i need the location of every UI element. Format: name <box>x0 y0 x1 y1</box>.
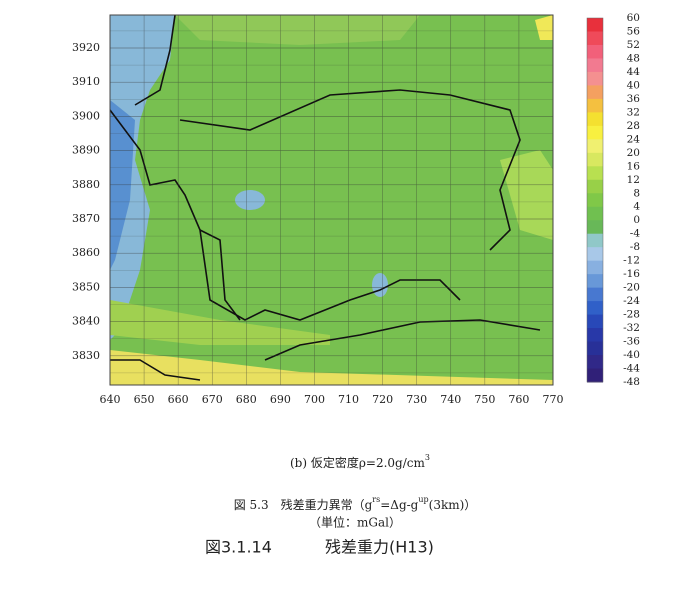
colorbar-label: -4 <box>630 228 641 240</box>
colorbar-label: 0 <box>633 214 640 226</box>
y-tick-label: 3850 <box>72 280 100 293</box>
colorbar-label: -16 <box>623 268 640 280</box>
colorbar-band <box>587 314 603 329</box>
x-tick-label: 700 <box>304 393 325 406</box>
y-tick-label: 3860 <box>72 246 100 259</box>
colorbar-band <box>587 44 603 59</box>
colorbar-band <box>587 274 603 289</box>
y-tick-label: 3880 <box>72 178 100 191</box>
colorbar-label: -12 <box>623 255 640 267</box>
colorbar-band <box>587 139 603 154</box>
colorbar-band <box>587 355 603 370</box>
colorbar-band <box>587 341 603 356</box>
colorbar-band <box>587 152 603 167</box>
y-tick-label: 3840 <box>72 315 100 328</box>
x-tick-label: 710 <box>338 393 359 406</box>
colorbar-band <box>587 179 603 194</box>
colorbar-label: 44 <box>627 66 641 78</box>
colorbar-band <box>587 247 603 262</box>
colorbar-label: -48 <box>623 376 640 388</box>
figure-caption: 図 5.3 残差重力異常（grs=Δg-gup(3km)） <box>234 495 477 512</box>
colorbar-band <box>587 125 603 140</box>
colorbar-label: 40 <box>627 79 640 91</box>
colorbar-band <box>587 85 603 100</box>
colorbar-label: 4 <box>633 201 640 213</box>
x-tick-label: 740 <box>440 393 461 406</box>
colorbar-band <box>587 98 603 113</box>
x-tick-label: 690 <box>270 393 291 406</box>
figure-number: 図3.1.14 <box>205 538 272 557</box>
colorbar-label: 48 <box>627 52 640 64</box>
x-tick-label: 660 <box>168 393 189 406</box>
y-tick-label: 3830 <box>72 349 100 362</box>
gravity-map <box>110 15 553 385</box>
colorbar-band <box>587 220 603 235</box>
subcaption: (b) 仮定密度ρ=2.0g/cm3 <box>290 453 430 470</box>
x-tick-label: 730 <box>406 393 427 406</box>
colorbar-label: -24 <box>623 295 640 307</box>
colorbar-label: -36 <box>623 336 640 348</box>
colorbar-label: 60 <box>627 12 640 24</box>
colorbar-band <box>587 260 603 275</box>
colorbar-band <box>587 287 603 302</box>
y-tick-label: 3890 <box>72 144 100 157</box>
colorbar-frame <box>586 17 604 383</box>
y-tick-label: 3910 <box>72 75 100 88</box>
colorbar-band <box>587 233 603 248</box>
y-tick-label: 3870 <box>72 212 100 225</box>
colorbar-label: 56 <box>627 25 641 37</box>
colorbar-label: 32 <box>627 106 640 118</box>
colorbar-label: 28 <box>627 120 640 132</box>
colorbar-label: -20 <box>623 282 640 294</box>
colorbar-label: 52 <box>627 39 640 51</box>
colorbar-label: 8 <box>633 187 640 199</box>
colorbar-band <box>587 71 603 86</box>
colorbar-label: 16 <box>627 160 641 172</box>
colorbar-label: -44 <box>623 363 640 375</box>
x-tick-label: 680 <box>236 393 257 406</box>
colorbar-band <box>587 368 603 383</box>
colorbar-band <box>587 328 603 343</box>
colorbar-band <box>587 58 603 73</box>
x-tick-label: 770 <box>543 393 564 406</box>
colorbar-label: 20 <box>627 147 640 159</box>
x-tick-label: 670 <box>202 393 223 406</box>
x-tick-label: 640 <box>100 393 121 406</box>
x-tick-label: 650 <box>134 393 155 406</box>
x-tick-label: 760 <box>508 393 529 406</box>
colorbar-label: 12 <box>627 174 640 186</box>
colorbar-band <box>587 31 603 46</box>
colorbar-band <box>587 18 603 32</box>
map-frame <box>109 14 554 386</box>
x-tick-label: 750 <box>474 393 495 406</box>
colorbar-band <box>587 193 603 208</box>
colorbar-label: -32 <box>623 322 640 334</box>
unit-caption: （単位：mGal） <box>309 515 401 530</box>
colorbar-label: -28 <box>623 309 640 321</box>
x-tick-label: 720 <box>372 393 393 406</box>
y-tick-label: 3920 <box>72 41 100 54</box>
figure-name: 残差重力(H13) <box>325 538 434 557</box>
colorbar-label: 36 <box>627 93 641 105</box>
colorbar-label: -8 <box>630 241 640 253</box>
colorbar-band <box>587 166 603 181</box>
colorbar-band <box>587 112 603 127</box>
colorbar-band <box>587 301 603 316</box>
colorbar-band <box>587 206 603 221</box>
colorbar-label: 24 <box>627 133 641 145</box>
y-tick-label: 3900 <box>72 109 100 122</box>
colorbar-label: -40 <box>623 349 640 361</box>
